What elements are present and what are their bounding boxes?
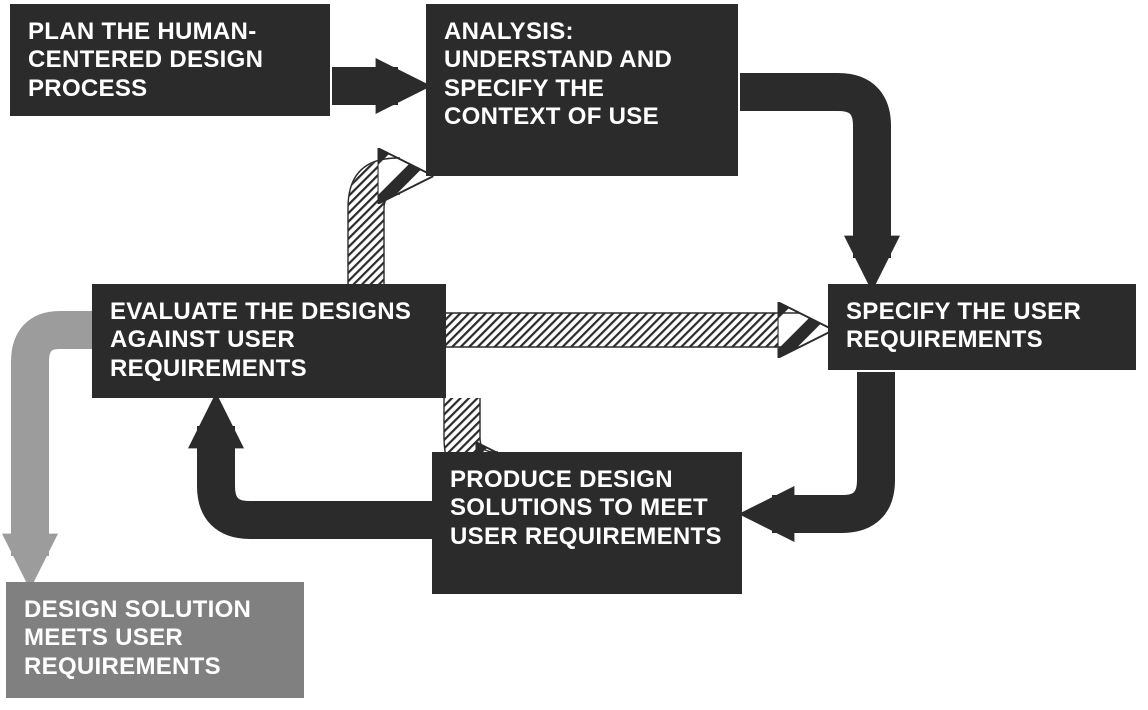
node-produce: PRODUCE DESIGN SOLUTIONS TO MEET USER RE… — [432, 452, 742, 594]
node-produce-label: PRODUCE DESIGN SOLUTIONS TO MEET USER RE… — [450, 466, 722, 550]
node-analysis-label: ANALYSIS: UNDERSTAND AND SPECIFY THE CON… — [444, 18, 672, 130]
node-meets-label: DESIGN SOLUTION MEETS USER REQUIREMENTS — [24, 596, 251, 680]
node-evaluate: EVALUATE THE DESIGNS AGAINST USER REQUIR… — [92, 284, 446, 398]
diagram-canvas: PLAN THE HUMAN-CENTERED DESIGN PROCESS A… — [0, 0, 1148, 710]
edge-evaluate-to-specify — [446, 313, 800, 347]
node-evaluate-label: EVALUATE THE DESIGNS AGAINST USER REQUIR… — [110, 298, 411, 382]
edge-specify-to-produce — [772, 372, 876, 514]
edge-analysis-to-specify — [740, 92, 872, 258]
node-specify: SPECIFY THE USER REQUIREMENTS — [828, 284, 1136, 370]
edge-evaluate-to-analysis — [348, 158, 400, 284]
edge-produce-to-evaluate — [216, 426, 432, 520]
edge-evaluate-to-meets — [30, 330, 92, 556]
node-analysis: ANALYSIS: UNDERSTAND AND SPECIFY THE CON… — [426, 4, 738, 176]
node-plan-label: PLAN THE HUMAN-CENTERED DESIGN PROCESS — [28, 18, 263, 102]
node-plan: PLAN THE HUMAN-CENTERED DESIGN PROCESS — [10, 4, 330, 116]
node-specify-label: SPECIFY THE USER REQUIREMENTS — [846, 298, 1081, 353]
node-meets: DESIGN SOLUTION MEETS USER REQUIREMENTS — [6, 582, 304, 698]
